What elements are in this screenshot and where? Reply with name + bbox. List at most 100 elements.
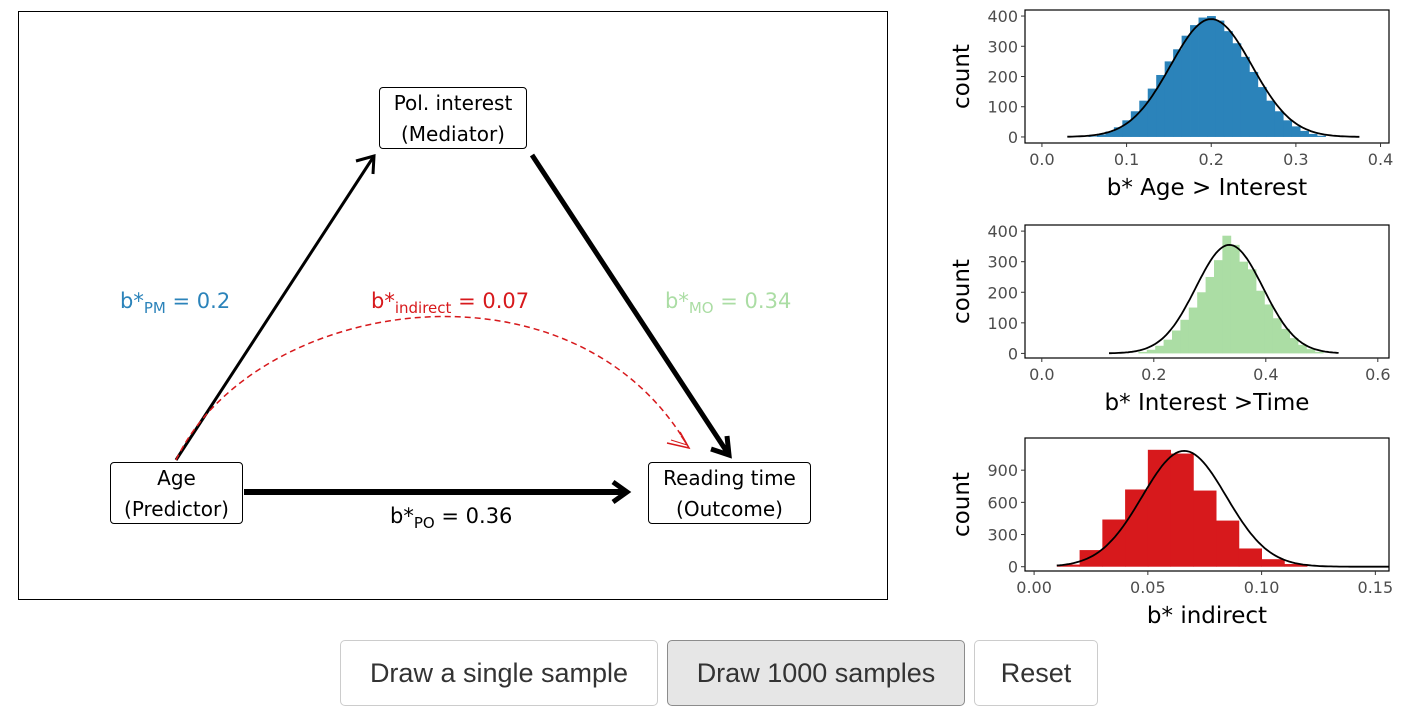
histogram-bar bbox=[1139, 100, 1149, 137]
histogram-bar bbox=[1272, 318, 1282, 354]
histogram-bar bbox=[1147, 449, 1171, 567]
histogram-bar bbox=[1193, 490, 1217, 567]
x-tick-label: 0.4 bbox=[1253, 365, 1278, 384]
y-tick-label: 400 bbox=[987, 222, 1018, 241]
histogram-bar bbox=[1056, 564, 1080, 567]
draw-1000-samples-button[interactable]: Draw 1000 samples bbox=[667, 640, 965, 706]
x-tick-label: 0.15 bbox=[1358, 578, 1394, 597]
y-axis-label: count bbox=[949, 44, 975, 109]
histogram-bar bbox=[1247, 269, 1257, 354]
node-outcome: Reading time (Outcome) bbox=[648, 462, 811, 524]
histogram-bar bbox=[1239, 261, 1248, 354]
draw-single-sample-button[interactable]: Draw a single sample bbox=[340, 640, 658, 706]
arrow-mediator-outcome bbox=[529, 153, 732, 459]
histogram-bar bbox=[1264, 304, 1274, 354]
x-axis-label: b* Interest >Time bbox=[1105, 390, 1310, 416]
histogram-bar bbox=[1214, 260, 1223, 354]
histogram-bar bbox=[1190, 25, 1199, 137]
x-axis-label: b* indirect bbox=[1147, 603, 1267, 629]
histogram-bar bbox=[1261, 559, 1285, 567]
coef-indirect: b*indirect = 0.07 bbox=[371, 289, 530, 317]
histogram-bar bbox=[1172, 330, 1181, 354]
histogram-bar bbox=[1215, 20, 1225, 137]
histogram-bar bbox=[1238, 548, 1262, 567]
arrow-predictor-outcome bbox=[244, 479, 632, 505]
histogram-bar bbox=[1257, 87, 1267, 137]
histogram-bar bbox=[1198, 17, 1208, 137]
x-tick-label: 0.6 bbox=[1365, 365, 1390, 384]
histogram-bar bbox=[1314, 351, 1324, 354]
node-mediator: Pol. interest (Mediator) bbox=[379, 87, 527, 149]
histogram-indirect: 0.00 0.05 0.10 0.15 0 300 600 900 b* indirect cou… bbox=[949, 437, 1394, 629]
histogram-bar bbox=[1173, 49, 1183, 137]
coef-mo: b*MO = 0.34 bbox=[665, 289, 792, 317]
x-tick-label: 0.0 bbox=[1029, 150, 1054, 169]
x-axis-label: b* Age > Interest bbox=[1107, 175, 1307, 201]
x-tick-label: 0.3 bbox=[1283, 150, 1308, 169]
y-tick-label: 300 bbox=[987, 526, 1018, 545]
histogram-bar bbox=[1281, 328, 1290, 354]
histogram-bar bbox=[1230, 244, 1240, 354]
y-tick-label: 100 bbox=[987, 314, 1018, 333]
histogram-bar bbox=[1240, 56, 1250, 137]
normal-curve bbox=[1056, 449, 1389, 568]
x-tick-label: 0.10 bbox=[1244, 578, 1280, 597]
y-tick-label: 0 bbox=[1008, 558, 1018, 577]
histogram-bar bbox=[1181, 35, 1191, 137]
histogram-bar bbox=[1284, 564, 1308, 567]
histogram-bar bbox=[1125, 489, 1149, 567]
histogram-bar bbox=[1146, 349, 1156, 354]
x-tick-label: 0.00 bbox=[1016, 578, 1052, 597]
y-tick-label: 100 bbox=[987, 98, 1018, 117]
y-tick-label: 200 bbox=[987, 283, 1018, 302]
histogram-bar bbox=[1308, 133, 1318, 137]
histogram-bar bbox=[1283, 120, 1293, 137]
y-tick-label: 600 bbox=[987, 493, 1018, 512]
histogram-bar bbox=[1317, 135, 1326, 137]
x-tick-label: 0.1 bbox=[1114, 150, 1139, 169]
y-tick-label: 300 bbox=[987, 253, 1018, 272]
histogram-bars bbox=[1056, 449, 1308, 567]
y-axis-label: count bbox=[949, 472, 975, 537]
y-tick-label: 400 bbox=[987, 7, 1018, 26]
histogram-bar bbox=[1274, 111, 1284, 137]
histogram-bar bbox=[1113, 127, 1123, 137]
node-predictor-line1: Age bbox=[157, 466, 196, 490]
histogram-bar bbox=[1096, 134, 1106, 137]
histogram-bar bbox=[1222, 235, 1232, 354]
histogram-bar bbox=[1232, 43, 1242, 137]
histogram-bar bbox=[1205, 276, 1215, 354]
x-tick-label: 0.05 bbox=[1130, 578, 1166, 597]
plot-frame bbox=[1024, 224, 1390, 359]
x-tick-label: 0.0 bbox=[1029, 365, 1054, 384]
histogram-bar bbox=[1216, 520, 1240, 567]
x-tick-label: 0.2 bbox=[1141, 365, 1166, 384]
histogram-bar bbox=[1147, 88, 1157, 137]
histogram-bar bbox=[1155, 345, 1164, 354]
histogram-bar bbox=[1122, 120, 1132, 137]
node-predictor: Age (Predictor) bbox=[110, 462, 243, 524]
histogram-bar bbox=[1170, 453, 1194, 567]
histogram-bar bbox=[1300, 130, 1309, 137]
histogram-bars bbox=[1138, 235, 1324, 354]
y-tick-label: 300 bbox=[987, 37, 1018, 56]
node-outcome-line2: (Outcome) bbox=[676, 497, 783, 521]
histogram-interest-time: 0.0 0.2 0.4 0.6 0 100 200 300 400 b* Interest >Ti… bbox=[949, 222, 1391, 416]
diagram-arrows bbox=[174, 153, 732, 505]
y-tick-label: 0 bbox=[1008, 128, 1018, 147]
x-tick-label: 0.4 bbox=[1368, 150, 1393, 169]
normal-curve bbox=[1067, 18, 1360, 138]
reset-button[interactable]: Reset bbox=[974, 640, 1098, 706]
x-tick-label: 0.2 bbox=[1199, 150, 1224, 169]
mediation-diagram: Pol. interest (Mediator) Age (Predictor)… bbox=[18, 11, 888, 600]
histogram-bar bbox=[1298, 344, 1307, 354]
histogram-age-interest: 0.0 0.1 0.2 0.3 0.4 0 100 200 300 400 b* Age > Int… bbox=[949, 7, 1393, 201]
plot-frame bbox=[1024, 437, 1390, 572]
arrow-predictor-mediator bbox=[174, 153, 376, 461]
histogram-bar bbox=[1180, 319, 1190, 354]
node-mediator-line1: Pol. interest bbox=[393, 91, 513, 115]
y-axis-label: count bbox=[949, 259, 975, 324]
histogram-bar bbox=[1163, 339, 1173, 354]
histogram-bar bbox=[1138, 351, 1148, 354]
histogram-bar bbox=[1289, 338, 1299, 354]
